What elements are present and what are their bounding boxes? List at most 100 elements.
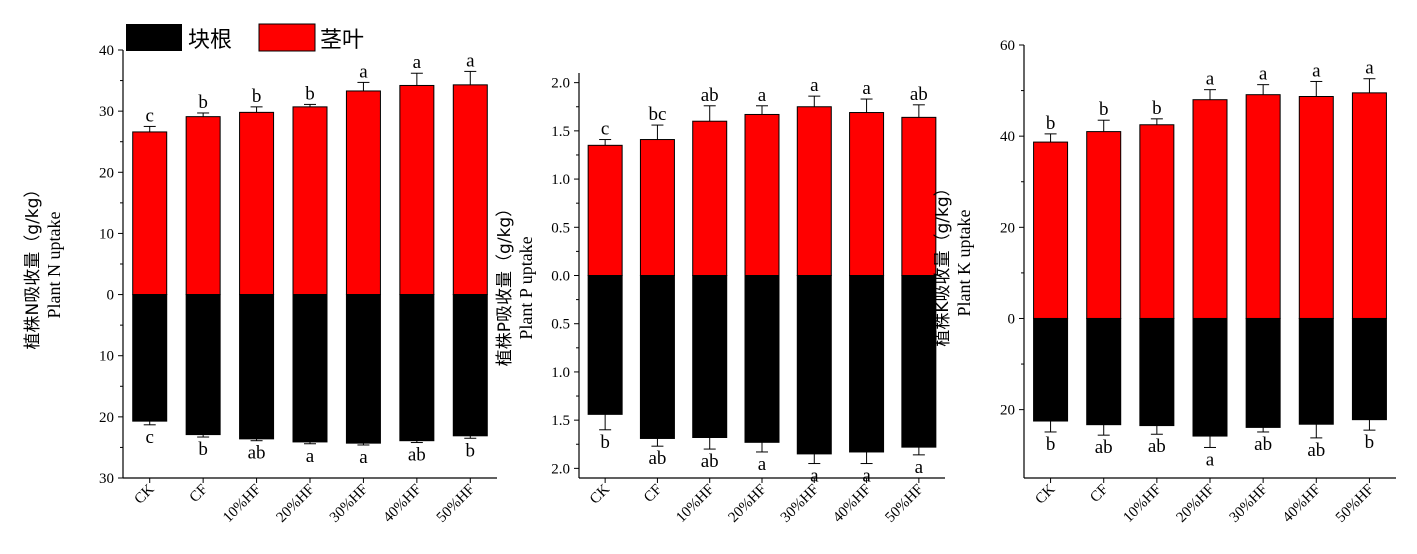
y-tick-label: 0 (107, 288, 115, 304)
y-tick-label: 40 (99, 43, 114, 59)
shoot-error-10%HF (250, 106, 263, 113)
y-tick-label: 2.0 (551, 76, 570, 92)
x-tick-label-40%HF: 40%HF (380, 482, 424, 526)
y-tick-label: 10 (99, 226, 114, 242)
shoot-error-10%HF (1150, 118, 1163, 125)
shoot-bar-40%HF (399, 84, 435, 296)
x-tick-label-CF: CF (187, 482, 211, 506)
shoot-sig-label-20%HF: a (1206, 69, 1215, 90)
root-error-10%HF (1150, 425, 1163, 435)
root-sig-label-20%HF: a (1206, 449, 1215, 470)
shoot-sig-label-10%HF: b (252, 86, 262, 107)
shoot-error-40%HF (860, 98, 873, 113)
shoot-bar-10%HF (1139, 124, 1175, 319)
y-tick-label: 0.0 (551, 269, 570, 285)
root-sig-label-50%HF: b (466, 440, 476, 461)
x-tick-label-CF: CF (641, 482, 665, 506)
shoot-error-20%HF (304, 103, 316, 107)
legend: 块根 茎叶 (126, 23, 364, 53)
shoot-sig-label-40%HF: a (862, 78, 871, 99)
shoot-bar-30%HF (796, 106, 832, 276)
shoot-bar-50%HF (452, 84, 488, 296)
root-bar-20%HF (744, 275, 780, 443)
root-error-40%HF (410, 440, 423, 444)
root-bar-40%HF (849, 275, 885, 453)
root-sig-label-CK: b (600, 432, 610, 453)
y-tick-label: 60 (1000, 38, 1015, 54)
root-error-30%HF (357, 443, 370, 446)
shoot-bar-20%HF (1192, 99, 1228, 319)
shoot-bar-CK (587, 144, 623, 276)
root-sig-label-CF: ab (1095, 437, 1113, 458)
shoot-sig-label-CF: b (198, 92, 208, 113)
y-tick-label: 1.5 (551, 124, 570, 140)
y-axis-label-cn: 植株K吸收量（g/kg） (933, 179, 953, 346)
root-error-50%HF (912, 447, 925, 456)
y-axis-label-en: Plant N uptake (44, 212, 64, 319)
root-sig-label-40%HF: ab (1307, 440, 1325, 461)
shoot-error-50%HF (912, 104, 925, 118)
shoot-bar-50%HF (901, 116, 937, 276)
root-error-30%HF (808, 453, 821, 465)
root-bar-50%HF (452, 294, 488, 437)
y-tick-label: 1.5 (551, 413, 570, 429)
root-error-CK (1044, 421, 1057, 433)
shoot-error-20%HF (1204, 89, 1216, 100)
y-tick-label: 40 (1000, 129, 1015, 145)
shoot-bar-10%HF (239, 111, 275, 296)
shoot-sig-label-20%HF: b (305, 83, 315, 104)
legend-label-shoot: 茎叶 (320, 28, 364, 53)
root-error-CF (651, 438, 664, 447)
root-bar-40%HF (1298, 317, 1334, 425)
shoot-sig-label-40%HF: a (413, 52, 422, 73)
root-bar-CF (1086, 317, 1122, 426)
y-axis-label-en: Plant K uptake (954, 210, 974, 317)
root-sig-label-30%HF: a (810, 466, 819, 487)
shoot-error-50%HF (1363, 78, 1376, 93)
root-bar-10%HF (692, 275, 728, 438)
shoot-bar-30%HF (345, 90, 381, 296)
shoot-sig-label-10%HF: ab (701, 85, 719, 106)
root-error-40%HF (860, 451, 873, 465)
shoot-bar-CF (1086, 131, 1122, 319)
shoot-sig-label-30%HF: a (1259, 64, 1268, 85)
root-sig-label-CK: c (145, 427, 153, 448)
root-bar-CK (1033, 317, 1069, 422)
shoot-sig-label-30%HF: a (810, 75, 819, 96)
root-error-50%HF (464, 435, 477, 439)
legend-swatch-shoot (258, 23, 316, 52)
root-sig-label-10%HF: ab (701, 451, 719, 472)
root-sig-label-CF: b (198, 439, 208, 460)
root-bar-10%HF (1139, 317, 1175, 427)
x-tick-label-CF: CF (1087, 482, 1111, 506)
panel-1: c b b b a a a c b ab a a ab b 40 30 20 10 0 10 20 30 CK CF 10%HF… (23, 43, 497, 526)
root-bar-40%HF (399, 294, 435, 442)
root-error-30%HF (1257, 427, 1270, 433)
shoot-bar-20%HF (292, 106, 328, 296)
root-error-10%HF (250, 438, 263, 442)
y-tick-label: 20 (1000, 220, 1015, 236)
root-bar-10%HF (239, 294, 275, 440)
y-tick-label: 30 (99, 104, 114, 120)
x-tick-label-40%HF: 40%HF (830, 482, 874, 526)
root-bar-CF (639, 275, 675, 439)
root-error-20%HF (1204, 436, 1216, 448)
shoot-error-40%HF (410, 72, 423, 86)
y-tick-label: 20 (99, 165, 114, 181)
shoot-sig-label-50%HF: a (1365, 58, 1374, 79)
root-sig-label-50%HF: b (1365, 432, 1375, 453)
root-sig-label-30%HF: ab (1254, 434, 1272, 455)
root-sig-label-50%HF: a (915, 457, 924, 478)
y-tick-label: 1.0 (551, 172, 570, 188)
root-bar-20%HF (1192, 317, 1228, 437)
legend-label-root: 块根 (188, 28, 232, 53)
shoot-sig-label-CF: bc (648, 104, 666, 125)
x-tick-label-20%HF: 20%HF (1174, 482, 1218, 526)
root-error-CK (143, 421, 156, 426)
y-tick-label: 2.0 (551, 461, 570, 477)
shoot-error-20%HF (756, 105, 768, 115)
x-tick-label-10%HF: 10%HF (220, 482, 264, 526)
y-axis-label-en: Plant P uptake (516, 236, 536, 339)
